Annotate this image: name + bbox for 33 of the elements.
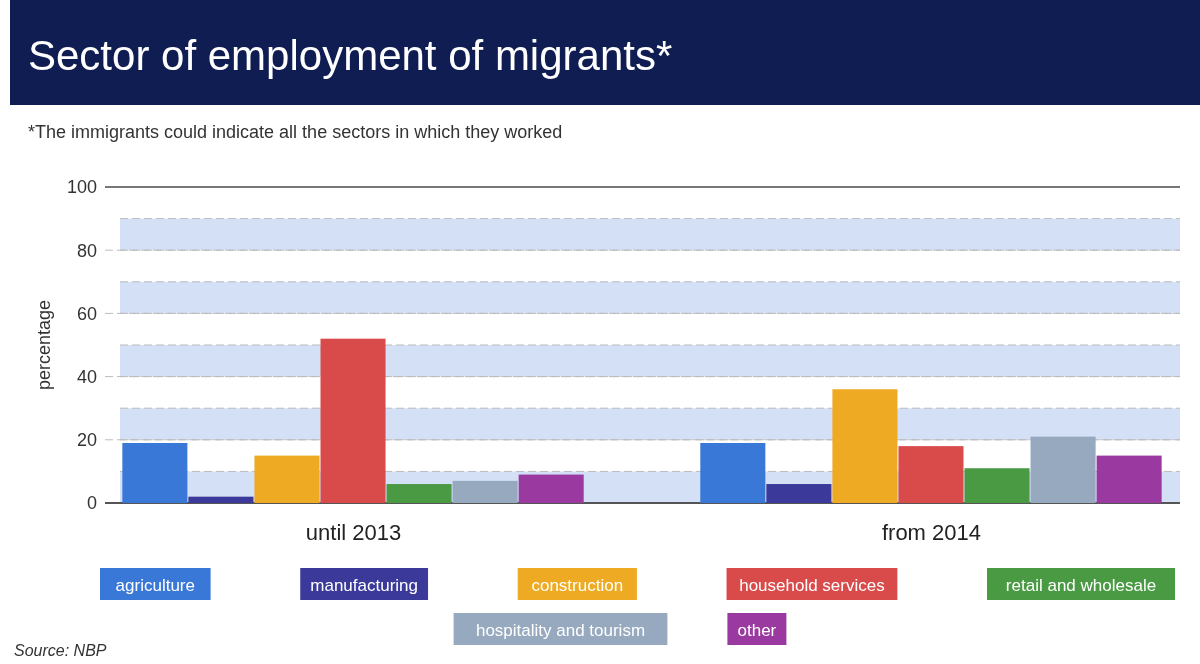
text: other bbox=[737, 620, 777, 640]
bar bbox=[1030, 436, 1096, 503]
bar bbox=[188, 496, 254, 503]
y-tick-label: 100 bbox=[66, 177, 97, 198]
text: hospitality and tourism bbox=[475, 620, 646, 640]
bar bbox=[122, 442, 188, 503]
chart-title: Sector of employment of migrants* bbox=[28, 32, 673, 79]
text: agriculture bbox=[115, 575, 195, 595]
x-tick-label: until 2013 bbox=[305, 520, 402, 545]
y-axis-title: percentage bbox=[34, 299, 54, 391]
chart-subtitle: *The immigrants could indicate all the sectors in which they worked bbox=[28, 122, 563, 142]
y-tick-label: 80 bbox=[76, 240, 97, 261]
text: household services bbox=[739, 575, 885, 595]
text: retail and wholesale bbox=[1005, 575, 1157, 595]
text: construction bbox=[531, 575, 624, 595]
y-tick-label: 0 bbox=[86, 493, 97, 514]
text: manufacturing bbox=[310, 575, 419, 595]
bar bbox=[832, 389, 898, 503]
y-tick-label: 20 bbox=[76, 430, 97, 451]
bar bbox=[766, 484, 832, 503]
bar bbox=[898, 446, 964, 503]
bar bbox=[320, 338, 386, 503]
y-tick-label: 40 bbox=[76, 366, 97, 387]
bar bbox=[700, 442, 766, 503]
bar bbox=[1096, 455, 1162, 503]
y-tick-label: 60 bbox=[76, 303, 97, 324]
bar bbox=[386, 484, 452, 503]
bar bbox=[254, 455, 320, 503]
source-note: Source: NBP bbox=[14, 642, 107, 659]
x-tick-label: from 2014 bbox=[881, 520, 982, 545]
bar bbox=[452, 480, 518, 503]
bar bbox=[518, 474, 584, 503]
bar bbox=[964, 468, 1030, 503]
